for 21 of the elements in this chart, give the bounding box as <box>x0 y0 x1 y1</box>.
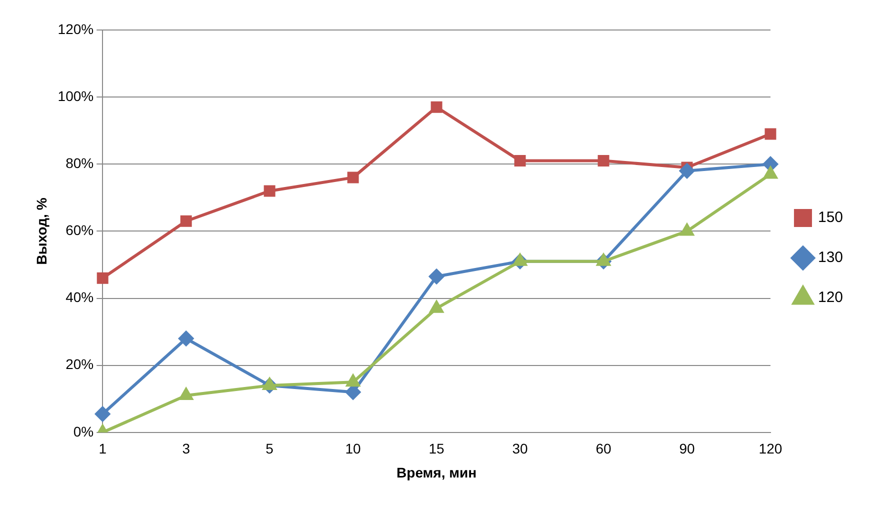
y-tick-label: 40% <box>66 289 94 306</box>
x-tick-label: 60 <box>596 440 612 457</box>
y-tick-label: 80% <box>66 154 94 171</box>
x-tick-label: 120 <box>758 440 782 457</box>
x-tick-label: 10 <box>345 440 362 457</box>
y-tick-label: 100% <box>58 88 94 104</box>
y-tick-label: 120% <box>58 20 94 37</box>
x-tick-label: 15 <box>428 440 445 457</box>
x-tick-label: 3 <box>182 440 190 457</box>
legend-label: 130 <box>818 249 844 266</box>
legend-label: 150 <box>818 209 844 226</box>
y-tick-label: 60% <box>66 222 94 238</box>
x-tick-label: 90 <box>679 440 695 457</box>
x-tick-label: 30 <box>512 440 528 457</box>
y-tick-label: 0% <box>73 423 94 440</box>
legend-label: 120 <box>818 289 844 306</box>
y-axis-title: Выход, % <box>33 197 50 265</box>
x-axis-title: Время, мин <box>396 464 477 480</box>
y-tick-label: 20% <box>66 356 94 372</box>
x-tick-label: 5 <box>266 440 274 457</box>
x-tick-label: 1 <box>98 440 107 457</box>
